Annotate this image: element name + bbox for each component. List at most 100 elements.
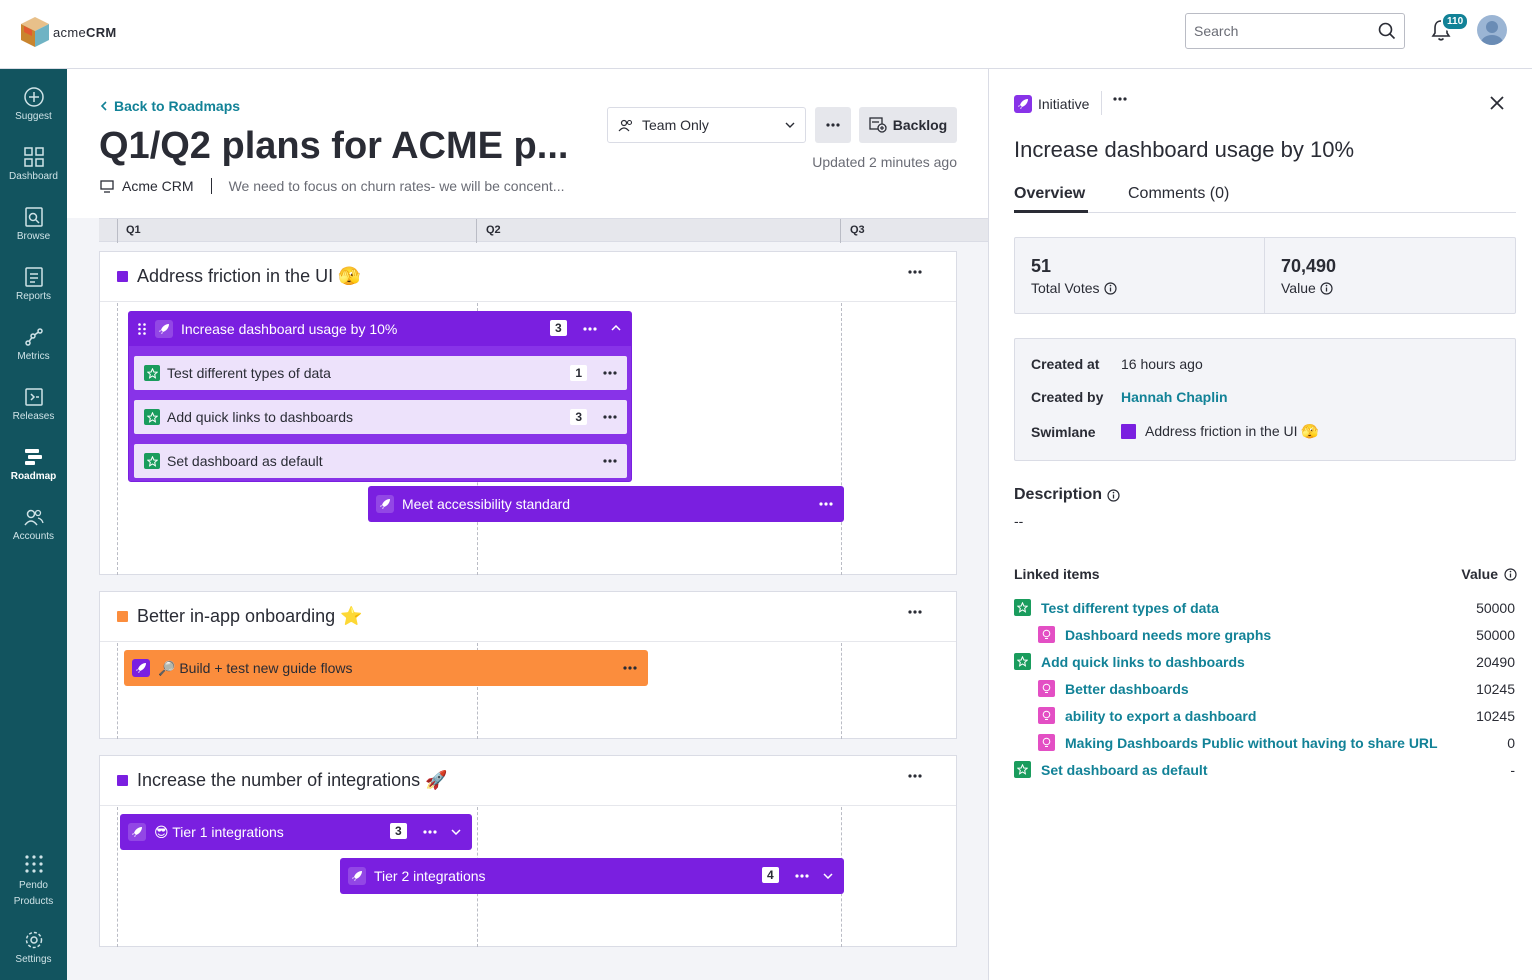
search-icon[interactable] <box>1378 22 1396 40</box>
ellipsis-icon[interactable] <box>908 270 922 274</box>
nav-dashboard[interactable]: Dashboard <box>0 146 67 182</box>
nav-label: Suggest <box>15 111 52 122</box>
close-icon[interactable] <box>1489 95 1505 111</box>
roadmap-header: Back to Roadmaps Q1/Q2 plans for ACME p.… <box>67 69 988 218</box>
votes-value: 51 <box>1031 256 1052 276</box>
info-icon[interactable] <box>1504 567 1517 581</box>
created-by-row: Created by Hannah Chaplin <box>1031 389 1228 405</box>
rocket-icon <box>376 495 394 513</box>
ellipsis-icon[interactable] <box>795 874 809 878</box>
search-input[interactable] <box>1194 23 1378 39</box>
page-title: Q1/Q2 plans for ACME p... <box>99 125 569 167</box>
cube-logo-icon <box>21 17 49 47</box>
initiative-bar[interactable]: 🔎 Build + test new guide flows <box>124 650 648 686</box>
ellipsis-icon[interactable] <box>623 666 637 670</box>
child-count-badge: 4 <box>762 867 779 883</box>
nav-settings[interactable]: Settings <box>0 929 67 965</box>
nav-accounts[interactable]: Accounts <box>0 506 67 542</box>
rocket-icon <box>128 823 146 841</box>
reports-icon <box>24 267 43 287</box>
created-at-label: Created at <box>1031 356 1100 372</box>
search-box[interactable] <box>1185 13 1405 49</box>
nav-releases[interactable]: Releases <box>0 386 67 422</box>
linked-idea[interactable]: Making Dashboards Public without having … <box>1038 734 1438 751</box>
info-icon[interactable] <box>1320 281 1333 295</box>
initiative-bar[interactable]: Tier 2 integrations 4 <box>340 858 844 894</box>
votes-label: Total Votes <box>1031 280 1100 296</box>
avatar[interactable] <box>1477 15 1507 45</box>
nav-roadmap[interactable]: Roadmap <box>0 446 67 482</box>
backlog-button[interactable]: Backlog <box>859 107 957 143</box>
product-name[interactable]: Acme CRM <box>122 178 194 194</box>
linked-idea[interactable]: Dashboard needs more graphs <box>1038 626 1271 643</box>
linked-items-heading: Linked items <box>1014 566 1100 582</box>
initiative-label: 🔎 Build + test new guide flows <box>158 659 353 676</box>
initiative-bar[interactable]: Increase dashboard usage by 10% 3 <box>129 312 631 346</box>
back-to-roadmaps-link[interactable]: Back to Roadmaps <box>100 98 240 114</box>
tab-overview[interactable]: Overview <box>1014 185 1088 213</box>
linked-feature[interactable]: Add quick links to dashboards <box>1014 653 1245 670</box>
linked-value: 10245 <box>1476 681 1515 697</box>
nav-metrics[interactable]: Metrics <box>0 326 67 362</box>
ellipsis-icon[interactable] <box>603 371 617 375</box>
acme-logo[interactable]: acmeCRM <box>20 16 117 48</box>
created-by-link[interactable]: Hannah Chaplin <box>1121 389 1228 405</box>
star-icon <box>144 409 160 425</box>
linked-idea[interactable]: ability to export a dashboard <box>1038 707 1256 724</box>
roadmap-description: We need to focus on churn rates- we will… <box>228 178 565 194</box>
swimlane-color <box>117 611 128 622</box>
initiative-bar[interactable]: 😎 Tier 1 integrations 3 <box>120 814 472 850</box>
ellipsis-icon[interactable] <box>819 502 833 506</box>
ellipsis-icon[interactable] <box>908 774 922 778</box>
nav-label: Reports <box>15 291 51 302</box>
meta-box: Created at 16 hours ago Created by Hanna… <box>1014 338 1516 461</box>
nav-label: Metrics <box>17 351 50 362</box>
roadmap-more-button[interactable] <box>815 107 851 143</box>
ellipsis-icon[interactable] <box>603 415 617 419</box>
initiative-label: Meet accessibility standard <box>402 496 571 512</box>
feature-row[interactable]: Add quick links to dashboards 3 <box>133 399 628 435</box>
grid-line <box>117 807 118 947</box>
ellipsis-icon[interactable] <box>423 830 437 834</box>
grid-line <box>117 303 118 575</box>
rocket-icon <box>1014 95 1032 113</box>
visibility-select[interactable]: Team Only <box>607 107 806 143</box>
linked-idea[interactable]: Better dashboards <box>1038 680 1189 697</box>
info-icon[interactable] <box>1107 488 1120 502</box>
swimlane-color <box>117 775 128 786</box>
chevron-up-icon[interactable] <box>611 325 621 331</box>
lightbulb-icon <box>1038 626 1055 643</box>
nav-suggest[interactable]: Suggest <box>0 86 67 122</box>
linked-feature[interactable]: Test different types of data <box>1014 599 1219 616</box>
child-count-badge: 3 <box>550 320 567 336</box>
child-count-badge: 3 <box>390 823 407 839</box>
nav-pendo-products[interactable]: Pendo Products <box>0 853 67 910</box>
nav-reports[interactable]: Reports <box>0 266 67 302</box>
linked-value: 50000 <box>1476 627 1515 643</box>
tab-comments[interactable]: Comments (0) <box>1128 185 1230 202</box>
ellipsis-icon[interactable] <box>603 459 617 463</box>
swimlane-label: Swimlane <box>1031 423 1096 440</box>
info-icon[interactable] <box>1103 281 1117 295</box>
nav-browse[interactable]: Browse <box>0 206 67 242</box>
chevron-down-icon[interactable] <box>451 829 461 835</box>
nav-label: Browse <box>16 231 51 242</box>
star-icon <box>1014 653 1031 670</box>
initiative-group: Increase dashboard usage by 10% 3 Test d… <box>128 311 632 482</box>
feature-row[interactable]: Test different types of data 1 <box>133 355 628 391</box>
description-value[interactable]: -- <box>1014 513 1024 529</box>
ellipsis-icon[interactable] <box>908 610 922 614</box>
feature-label: Test different types of data <box>167 365 331 381</box>
ellipsis-icon[interactable] <box>1113 97 1127 101</box>
chevron-down-icon[interactable] <box>823 873 833 879</box>
quarter-q1: Q1 <box>126 224 141 236</box>
updated-text: Updated 2 minutes ago <box>812 154 957 170</box>
linked-feature[interactable]: Set dashboard as default <box>1014 761 1207 778</box>
feature-row[interactable]: Set dashboard as default <box>133 443 628 479</box>
initiative-bar[interactable]: Meet accessibility standard <box>368 486 844 522</box>
drag-handle-icon[interactable] <box>137 322 147 336</box>
linked-label: ability to export a dashboard <box>1065 707 1257 724</box>
linked-value: 0 <box>1507 735 1515 751</box>
ellipsis-icon[interactable] <box>583 327 597 331</box>
nav-label: Dashboard <box>9 171 58 182</box>
